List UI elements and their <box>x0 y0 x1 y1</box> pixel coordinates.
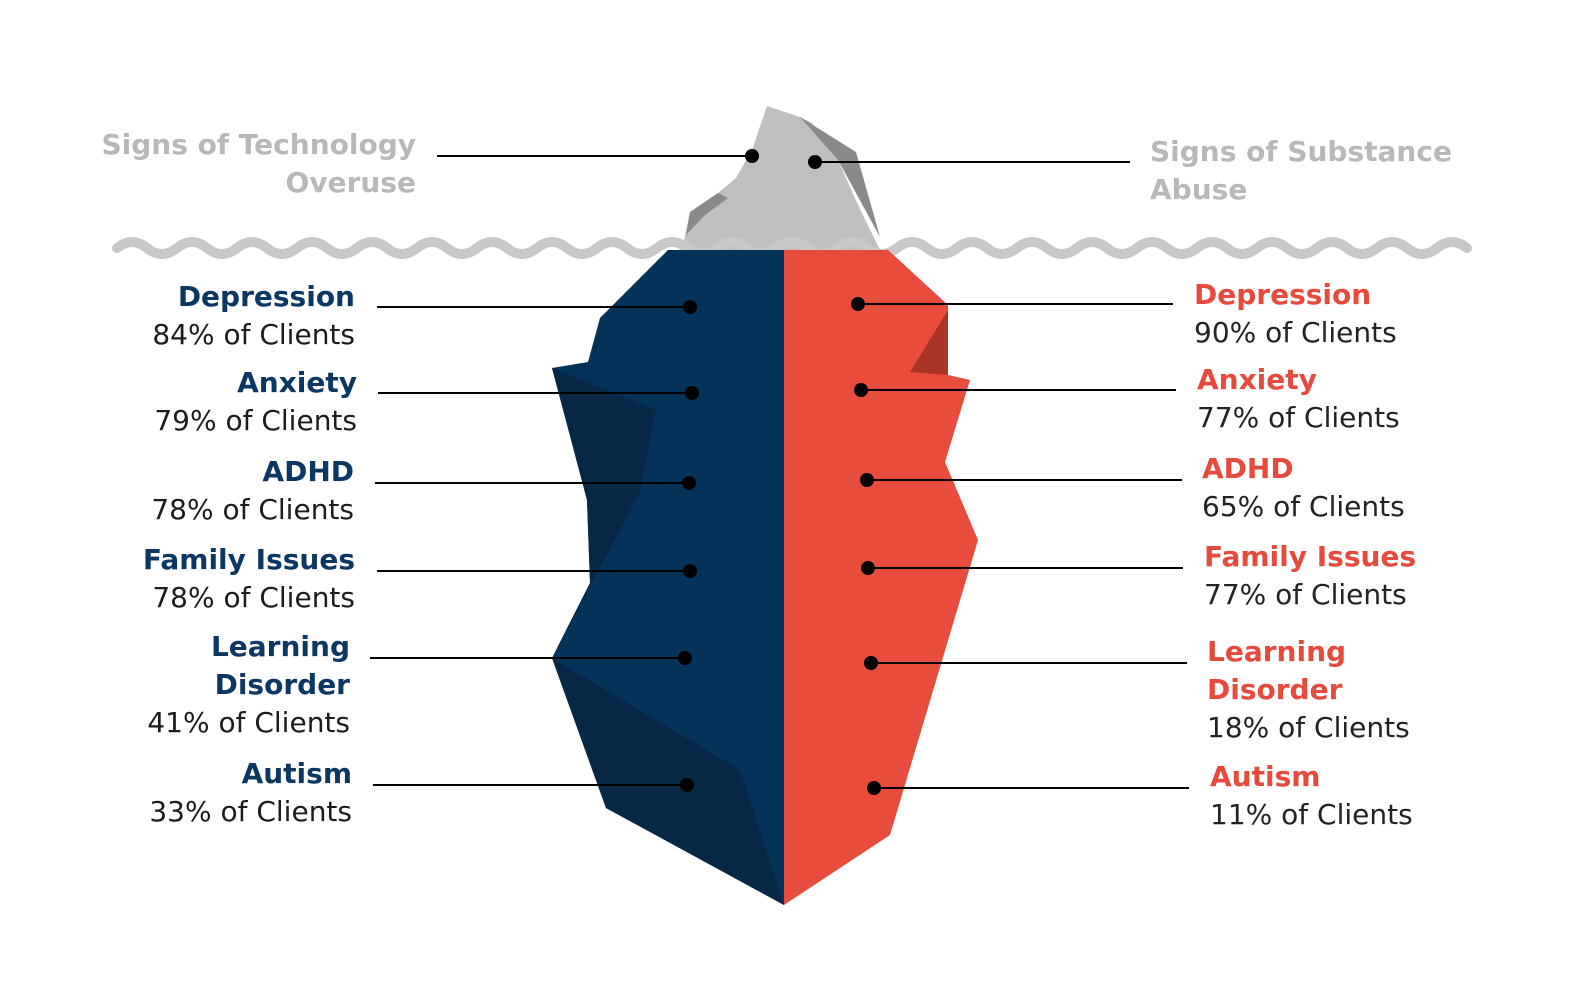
leader-dot <box>683 300 697 314</box>
condition-percentage: 33% of Clients <box>149 795 352 828</box>
leader-dot <box>808 155 822 169</box>
leader-dot <box>864 656 878 670</box>
right-condition-label: ADHD 65% of Clients <box>1202 450 1405 526</box>
left-condition-label: ADHD 78% of Clients <box>151 453 354 529</box>
leader-dot <box>867 781 881 795</box>
condition-percentage: 90% of Clients <box>1194 316 1397 349</box>
condition-title: Learning <box>1207 635 1347 668</box>
leader-dot <box>851 297 865 311</box>
iceberg-navy-shadow-upper <box>552 368 656 658</box>
condition-title: Anxiety <box>1197 363 1317 396</box>
leader-dot <box>745 149 759 163</box>
condition-title: ADHD <box>262 455 354 488</box>
left-condition-label: Learning Disorder 41% of Clients <box>147 628 350 742</box>
condition-title: Disorder <box>1207 673 1343 706</box>
condition-percentage: 78% of Clients <box>151 493 354 526</box>
left-condition-label: Depression 84% of Clients <box>152 278 355 354</box>
iceberg-navy-shadow-lower <box>552 658 784 905</box>
leader-dot <box>685 386 699 400</box>
condition-title: Disorder <box>214 668 350 701</box>
iceberg-tip <box>682 106 880 250</box>
condition-percentage: 77% of Clients <box>1204 578 1407 611</box>
right-condition-label: Family Issues 77% of Clients <box>1204 538 1416 614</box>
leader-dot <box>680 778 694 792</box>
condition-title: Depression <box>177 280 355 313</box>
condition-title: Autism <box>241 757 352 790</box>
right-condition-label: Anxiety 77% of Clients <box>1197 361 1400 437</box>
top-label-technology-overuse: Signs of Technology Overuse <box>101 126 416 202</box>
iceberg-red-shadow <box>910 310 948 375</box>
top-label-substance-abuse: Signs of Substance Abuse <box>1150 133 1452 209</box>
left-condition-label: Autism 33% of Clients <box>149 755 352 831</box>
condition-percentage: 65% of Clients <box>1202 490 1405 523</box>
left-condition-label: Family Issues 78% of Clients <box>143 541 355 617</box>
condition-title: ADHD <box>1202 452 1294 485</box>
iceberg-tip-shadow-left <box>686 193 728 235</box>
leader-dot <box>682 476 696 490</box>
leader-lines <box>370 297 1189 795</box>
water-line <box>112 237 1472 259</box>
top-label-line: Abuse <box>1150 173 1248 206</box>
condition-percentage: 11% of Clients <box>1210 798 1413 831</box>
leader-dot <box>854 383 868 397</box>
iceberg-red-half <box>784 250 978 905</box>
leader-dot <box>861 561 875 575</box>
condition-title: Anxiety <box>237 366 357 399</box>
condition-percentage: 41% of Clients <box>147 706 350 739</box>
right-condition-label: Learning Disorder 18% of Clients <box>1207 633 1410 747</box>
condition-percentage: 77% of Clients <box>1197 401 1400 434</box>
condition-title: Autism <box>1210 760 1321 793</box>
top-label-line: Signs of Substance <box>1150 135 1452 168</box>
condition-title: Family Issues <box>142 543 355 576</box>
right-condition-label: Depression 90% of Clients <box>1194 276 1397 352</box>
condition-percentage: 84% of Clients <box>152 318 355 351</box>
condition-title: Family Issues <box>1204 540 1417 573</box>
left-condition-label: Anxiety 79% of Clients <box>154 364 357 440</box>
top-label-line: Overuse <box>285 166 416 199</box>
condition-title: Learning <box>210 630 350 663</box>
condition-percentage: 18% of Clients <box>1207 711 1410 744</box>
condition-percentage: 79% of Clients <box>154 404 357 437</box>
leader-dot <box>683 564 697 578</box>
right-condition-label: Autism 11% of Clients <box>1210 758 1413 834</box>
top-label-line: Signs of Technology <box>101 128 416 161</box>
condition-title: Depression <box>1194 278 1372 311</box>
leader-dot <box>860 473 874 487</box>
leader-dot <box>678 651 692 665</box>
condition-percentage: 78% of Clients <box>152 581 355 614</box>
